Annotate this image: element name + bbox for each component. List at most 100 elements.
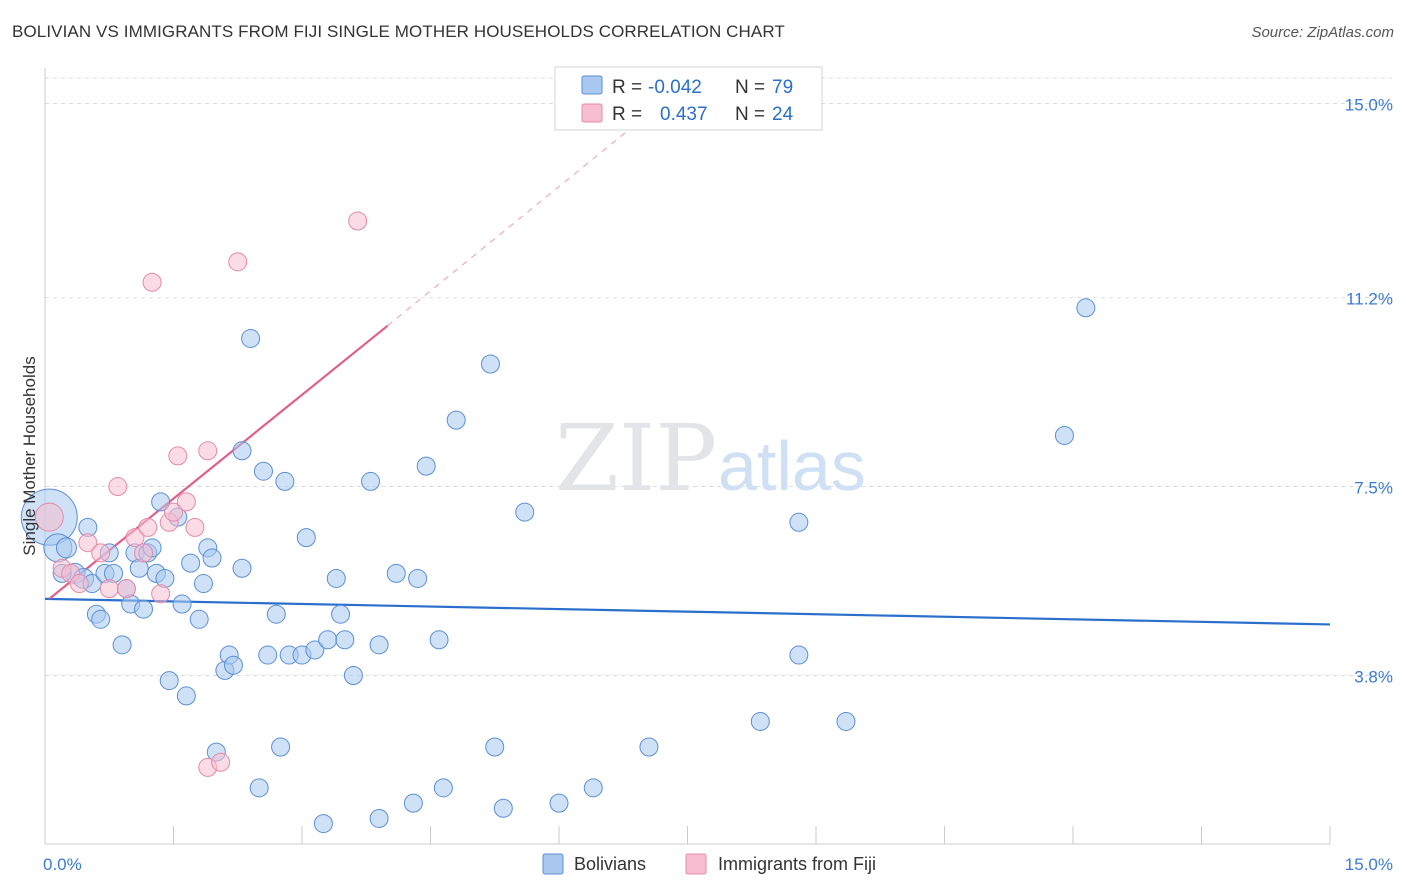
fiji-point [138,517,158,537]
fiji-point [168,446,188,466]
fiji-point [228,252,248,272]
fiji-point [142,272,162,292]
y-tick-label: 11.2% [1346,290,1393,309]
y-tick-label: 7.5% [1354,479,1393,498]
bolivian-point [403,793,423,813]
fiji-point [91,543,111,563]
fiji-point [176,492,196,512]
bolivian-point [433,778,453,798]
bolivian-point [639,737,659,757]
fiji-point [108,477,128,497]
bolivian-point [583,778,603,798]
bolivian-point [369,808,389,828]
bolivian-point [549,793,569,813]
bolivian-point [429,630,449,650]
legend-swatch-blue [581,75,603,95]
bolivian-point [485,737,505,757]
bolivian-point [416,456,436,476]
bolivian-point [789,512,809,532]
legend-n-value-blue: 79 [772,77,793,98]
legend-swatch-pink [581,103,603,123]
y-axis-label: Single Mother Households [20,356,39,555]
bolivian-point [408,568,428,588]
bolivian-point [193,574,213,594]
y-tick-label: 15.0% [1345,96,1393,115]
series-legend-swatch-fiji [685,853,707,875]
bolivian-trend-line [44,597,1331,626]
bolivian-point [266,604,286,624]
bolivian-point [202,548,222,568]
bolivian-point [361,471,381,491]
x-tick-min: 0.0% [43,855,82,874]
fiji-point [34,502,64,532]
bolivian-point [249,778,269,798]
bolivian-point [181,553,201,573]
legend-r-label-pink: R = [612,104,642,125]
points-layer [20,211,1096,834]
bolivian-point [305,640,325,660]
series-legend: Bolivians Immigrants from Fiji [542,853,876,875]
bolivian-point [223,655,243,675]
watermark-zip: ZIP [555,405,717,512]
bolivian-point [313,814,333,834]
series-legend-label-bolivians: Bolivians [574,854,646,874]
x-tick-max: 15.0% [1345,855,1393,874]
bolivian-point [1054,425,1074,445]
fiji-point [134,543,154,563]
bolivian-point [258,645,278,665]
bolivian-point [232,441,252,461]
bolivian-point [335,630,355,650]
bolivian-point [343,665,363,685]
bolivian-point [331,604,351,624]
fiji-trend-extension [387,123,637,327]
fiji-point [164,502,183,522]
legend-n-value-pink: 24 [772,104,794,125]
bolivian-point [176,686,196,706]
fiji-point [78,533,98,553]
bolivian-point [151,492,171,512]
legend-r-value-pink: 0.437 [660,104,708,125]
y-tick-label: 3.8% [1354,667,1393,686]
legend-n-label-pink: N = [735,104,765,125]
bolivian-point [159,671,179,691]
grid-layer [45,77,1392,676]
bolivian-point [493,798,513,818]
axes-layer: 3.8% 7.5% 11.2% 15.0% [44,68,1393,845]
bolivian-point [386,563,406,583]
legend-n-label-blue: N = [735,77,765,98]
legend-r-label-blue: R = [612,77,642,98]
bolivian-point [296,528,316,548]
fiji-point [125,528,145,548]
bolivian-point [789,645,809,665]
fiji-point [185,517,205,537]
chart-title: BOLIVIAN VS IMMIGRANTS FROM FIJI SINGLE … [12,22,785,41]
fiji-point [69,574,89,594]
bolivian-point [750,711,770,731]
series-legend-label-fiji: Immigrants from Fiji [718,854,876,874]
legend-r-value-blue: -0.042 [648,77,702,98]
bolivian-point [271,737,291,757]
series-legend-swatch-bolivians [542,853,564,875]
bolivian-point [189,609,209,629]
bolivian-point [369,635,389,655]
fiji-point [198,441,218,461]
bolivian-point [91,609,111,629]
bolivian-point [326,568,346,588]
bolivian-point [241,328,261,348]
trend-layer [44,123,1331,626]
correlation-legend: R = -0.042 N = 79 R = 0.437 N = 24 [554,66,823,131]
bolivian-point [515,502,535,522]
bolivian-point [1076,298,1096,318]
bolivian-point [172,594,192,614]
bolivian-point [112,635,132,655]
watermark: ZIP atlas [555,405,866,512]
bolivian-point [836,711,856,731]
fiji-point [348,211,368,231]
bolivian-point [275,471,295,491]
bolivian-point [55,537,77,559]
bolivian-point [232,558,252,578]
watermark-atlas: atlas [718,427,866,505]
fiji-point [99,579,119,599]
bolivian-point [446,410,466,430]
